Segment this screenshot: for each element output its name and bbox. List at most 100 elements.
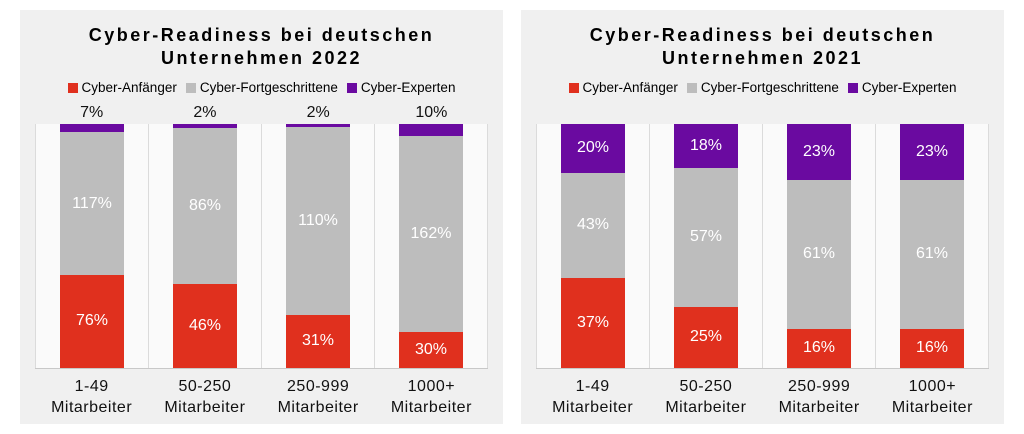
bar-segment-label: 57% bbox=[689, 228, 722, 246]
bar-segment: 61% bbox=[787, 180, 851, 329]
bar-segment bbox=[399, 123, 463, 137]
bar-segment: 30% bbox=[399, 331, 463, 368]
stacked-bar: 20% 43% 37% bbox=[561, 123, 625, 368]
chart-title-line2: Unternehmen 2021 bbox=[661, 48, 864, 69]
category-label: 1000+ Mitarbeiter bbox=[891, 377, 973, 416]
legend-item: Cyber-Anfänger bbox=[568, 80, 678, 95]
category-label: 50-250 Mitarbeiter bbox=[164, 377, 246, 416]
bar-segment bbox=[60, 123, 124, 133]
bar-top-label bbox=[649, 104, 762, 124]
chart-panel-2022: Cyber-Readiness bei deutschen Unternehme… bbox=[20, 10, 503, 424]
bar-top-label: 7% bbox=[80, 103, 104, 121]
chart-title-2022: Cyber-Readiness bei deutschen Unternehme… bbox=[35, 24, 488, 70]
bar-segment-label: 16% bbox=[802, 339, 835, 357]
bar-top-label bbox=[763, 104, 876, 124]
stacked-bar: 86% 46% bbox=[173, 123, 237, 368]
bar-segment: 61% bbox=[900, 180, 964, 329]
bar-top-label bbox=[876, 104, 989, 124]
bar-segment: 16% bbox=[787, 328, 851, 368]
legend-item: Cyber-Fortgeschrittene bbox=[185, 80, 338, 95]
bar-segment-label: 76% bbox=[75, 312, 108, 330]
bar-segment: 76% bbox=[60, 275, 124, 368]
bar-segment: 57% bbox=[674, 167, 738, 307]
plot-column: 18% 57% 25% bbox=[649, 123, 762, 368]
legend-swatch-icon bbox=[346, 82, 357, 93]
bar-segment: 23% bbox=[900, 123, 964, 181]
bar-segment: 43% bbox=[561, 172, 625, 278]
bar-top-label: 10% bbox=[415, 103, 448, 121]
bar-segment-label: 86% bbox=[188, 196, 221, 214]
legend-label: Cyber-Fortgeschrittene bbox=[700, 80, 839, 96]
bar-segment-label: 162% bbox=[410, 224, 452, 242]
stacked-bar: 110% 31% bbox=[286, 123, 350, 368]
legend-item: Cyber-Experten bbox=[346, 80, 456, 96]
stacked-bar: 23% 61% 16% bbox=[900, 123, 964, 368]
bar-segment-label: 30% bbox=[414, 340, 447, 358]
bar-segment-label: 23% bbox=[802, 142, 835, 160]
plot-area: 117% 76% 86% 46% 110% 31% 162% 30% bbox=[35, 123, 488, 369]
bar-segment: 23% bbox=[787, 123, 851, 181]
category-label: 250-999 Mitarbeiter bbox=[778, 377, 860, 416]
bar-segment-label: 25% bbox=[689, 328, 722, 346]
legend-item: Cyber-Anfänger bbox=[67, 80, 177, 95]
bar-segment: 46% bbox=[173, 284, 237, 368]
bar-top-label bbox=[536, 104, 649, 124]
top-labels-row: 7% 2% 2% 10% bbox=[35, 104, 488, 124]
legend-item: Cyber-Experten bbox=[847, 80, 956, 95]
bar-segment-label: 18% bbox=[689, 136, 722, 154]
bar-segment-label: 23% bbox=[915, 142, 948, 160]
bar-segment-label: 31% bbox=[301, 332, 334, 350]
legend-label: Cyber-Experten bbox=[360, 80, 456, 96]
bar-segment: 25% bbox=[674, 306, 738, 368]
bar-segment-label: 16% bbox=[915, 339, 948, 357]
bar-segment-label: 117% bbox=[72, 194, 112, 212]
chart-title-line2: Unternehmen 2022 bbox=[160, 48, 363, 69]
stacked-bar: 23% 61% 16% bbox=[787, 123, 851, 368]
bar-segment-label: 61% bbox=[915, 245, 948, 263]
chart-panel-2021: Cyber-Readiness bei deutschen Unternehme… bbox=[521, 10, 1004, 424]
plot-column: 86% 46% bbox=[148, 123, 261, 368]
bar-segment: 20% bbox=[561, 123, 625, 173]
bar-segment-label: 46% bbox=[188, 316, 221, 334]
bar-segment-label: 20% bbox=[576, 139, 609, 157]
plot-area: 20% 43% 37% 18% 57% 25% 23% 61% 16% 23% 61% 16% bbox=[536, 123, 989, 369]
bar-segment: 37% bbox=[561, 277, 625, 368]
legend-item: Cyber-Fortgeschrittene bbox=[686, 80, 839, 96]
category-labels-row: 1-49 Mitarbeiter 50-250 Mitarbeiter 250-999 M… bbox=[35, 376, 488, 418]
plot-column: 117% 76% bbox=[35, 123, 148, 368]
legend-swatch-icon bbox=[686, 82, 697, 93]
chart-title-2021: Cyber-Readiness bei deutschen Unternehme… bbox=[536, 24, 989, 70]
category-label: 1000+ Mitarbeiter bbox=[390, 377, 472, 416]
stacked-bar: 18% 57% 25% bbox=[674, 123, 738, 368]
bar-top-label: 2% bbox=[306, 103, 330, 121]
legend: Cyber-Anfänger Cyber-Fortgeschrittene Cybe… bbox=[35, 79, 488, 96]
category-label: 1-49 Mitarbeiter bbox=[552, 377, 634, 416]
bar-segment-label: 37% bbox=[576, 313, 609, 331]
top-labels-row bbox=[536, 104, 989, 124]
category-label: 1-49 Mitarbeiter bbox=[51, 377, 133, 416]
category-label: 250-999 Mitarbeiter bbox=[277, 377, 359, 416]
bar-segment: 86% bbox=[173, 127, 237, 285]
plot-column: 20% 43% 37% bbox=[536, 123, 649, 368]
legend-swatch-icon bbox=[67, 82, 78, 93]
bar-segment-label: 61% bbox=[802, 245, 835, 263]
bar-segment-label: 110% bbox=[298, 212, 338, 230]
bar-segment bbox=[173, 123, 237, 128]
bar-segment: 117% bbox=[60, 132, 124, 276]
legend: Cyber-Anfänger Cyber-Fortgeschrittene Cybe… bbox=[536, 79, 989, 96]
bar-segment: 110% bbox=[286, 127, 350, 315]
plot-column: 23% 61% 16% bbox=[762, 123, 875, 368]
bar-segment: 162% bbox=[399, 136, 463, 332]
legend-swatch-icon bbox=[185, 82, 196, 93]
bar-segment bbox=[286, 123, 350, 128]
bar-segment-label: 43% bbox=[576, 216, 609, 234]
bar-segment: 18% bbox=[674, 123, 738, 168]
category-labels-row: 1-49 Mitarbeiter 50-250 Mitarbeiter 250-999 M… bbox=[536, 376, 989, 418]
chart-title-line1: Cyber-Readiness bei deutschen bbox=[88, 25, 435, 45]
category-label: 50-250 Mitarbeiter bbox=[665, 377, 747, 416]
chart-title-line1: Cyber-Readiness bei deutschen bbox=[589, 25, 936, 45]
legend-swatch-icon bbox=[568, 82, 579, 93]
stacked-bar: 117% 76% bbox=[60, 123, 124, 368]
plot-column: 110% 31% bbox=[261, 123, 374, 368]
